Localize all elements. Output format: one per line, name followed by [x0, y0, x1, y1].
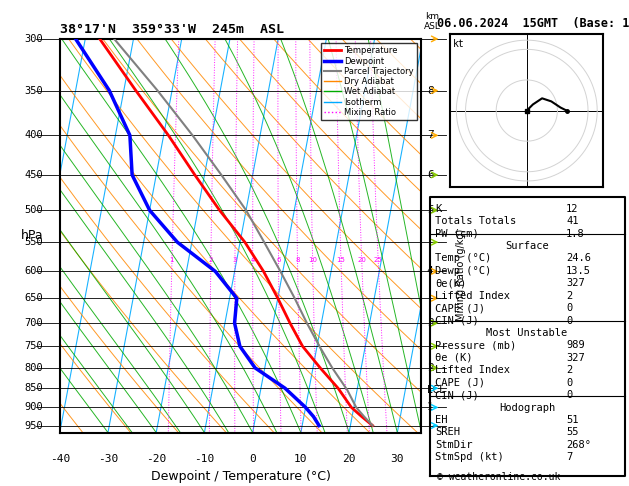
- Text: Mixing Ratio (g/kg): Mixing Ratio (g/kg): [456, 229, 466, 321]
- Text: 3: 3: [233, 257, 237, 263]
- Text: 13.5: 13.5: [566, 266, 591, 276]
- Text: 25: 25: [374, 257, 382, 263]
- Text: 750: 750: [25, 341, 43, 351]
- Text: LCL: LCL: [427, 385, 445, 395]
- Text: Dewp (°C): Dewp (°C): [435, 266, 492, 276]
- Legend: Temperature, Dewpoint, Parcel Trajectory, Dry Adiabat, Wet Adiabat, Isotherm, Mi: Temperature, Dewpoint, Parcel Trajectory…: [321, 43, 417, 120]
- Text: EH: EH: [435, 415, 448, 425]
- Text: 300: 300: [25, 34, 43, 44]
- Text: kt: kt: [454, 38, 465, 49]
- Text: 850: 850: [25, 383, 43, 393]
- Text: 06.06.2024  15GMT  (Base: 12): 06.06.2024 15GMT (Base: 12): [437, 17, 629, 30]
- Text: 0: 0: [566, 303, 572, 313]
- Text: 400: 400: [25, 130, 43, 140]
- Text: 7: 7: [566, 452, 572, 462]
- Text: 350: 350: [25, 86, 43, 96]
- Text: 450: 450: [25, 170, 43, 180]
- Text: 30: 30: [391, 454, 404, 464]
- Text: PW (cm): PW (cm): [435, 228, 479, 239]
- Text: 2: 2: [209, 257, 213, 263]
- Text: 55: 55: [566, 427, 579, 437]
- Text: 1: 1: [170, 257, 174, 263]
- Text: 51: 51: [566, 415, 579, 425]
- Text: CIN (J): CIN (J): [435, 390, 479, 400]
- Text: 10: 10: [308, 257, 317, 263]
- Text: 800: 800: [25, 363, 43, 373]
- Text: 2: 2: [427, 363, 433, 373]
- Text: CAPE (J): CAPE (J): [435, 303, 486, 313]
- Text: 6: 6: [427, 170, 433, 180]
- Text: CIN (J): CIN (J): [435, 315, 479, 326]
- Text: km
ASL: km ASL: [424, 12, 441, 31]
- Text: hPa: hPa: [21, 229, 44, 242]
- Text: 327: 327: [566, 353, 585, 363]
- Text: 24.6: 24.6: [566, 254, 591, 263]
- Text: 6: 6: [276, 257, 281, 263]
- Text: K: K: [435, 204, 442, 214]
- Text: 268°: 268°: [566, 440, 591, 450]
- Text: 38°17'N  359°33'W  245m  ASL: 38°17'N 359°33'W 245m ASL: [60, 23, 284, 36]
- Text: -30: -30: [98, 454, 118, 464]
- Text: StmDir: StmDir: [435, 440, 473, 450]
- Text: Pressure (mb): Pressure (mb): [435, 340, 516, 350]
- Text: 4: 4: [427, 266, 433, 277]
- Text: 950: 950: [25, 420, 43, 431]
- Text: 2: 2: [566, 291, 572, 301]
- Text: Lifted Index: Lifted Index: [435, 291, 511, 301]
- Text: θe(K): θe(K): [435, 278, 467, 288]
- Text: 10: 10: [294, 454, 308, 464]
- Text: 327: 327: [566, 278, 585, 288]
- Text: 989: 989: [566, 340, 585, 350]
- Text: 900: 900: [25, 402, 43, 413]
- Text: 12: 12: [566, 204, 579, 214]
- Text: Lifted Index: Lifted Index: [435, 365, 511, 375]
- Text: 41: 41: [566, 216, 579, 226]
- Text: 20: 20: [342, 454, 356, 464]
- Text: SREH: SREH: [435, 427, 460, 437]
- Text: Most Unstable: Most Unstable: [486, 328, 568, 338]
- Text: 600: 600: [25, 266, 43, 277]
- Text: 7: 7: [427, 130, 433, 140]
- Text: -20: -20: [146, 454, 166, 464]
- Text: StmSpd (kt): StmSpd (kt): [435, 452, 504, 462]
- Text: -40: -40: [50, 454, 70, 464]
- Text: θe (K): θe (K): [435, 353, 473, 363]
- Text: 4: 4: [250, 257, 255, 263]
- Text: 20: 20: [357, 257, 366, 263]
- Text: 550: 550: [25, 237, 43, 247]
- Text: 700: 700: [25, 318, 43, 328]
- Text: Hodograph: Hodograph: [499, 402, 555, 413]
- Text: CAPE (J): CAPE (J): [435, 378, 486, 388]
- Text: 0: 0: [566, 315, 572, 326]
- Text: 3: 3: [427, 318, 433, 328]
- Text: 500: 500: [25, 205, 43, 215]
- Text: 8: 8: [295, 257, 300, 263]
- Text: 0: 0: [566, 378, 572, 388]
- Text: 8: 8: [427, 86, 433, 96]
- Text: © weatheronline.co.uk: © weatheronline.co.uk: [437, 472, 560, 482]
- Text: Totals Totals: Totals Totals: [435, 216, 516, 226]
- Text: 2: 2: [566, 365, 572, 375]
- Text: 1.8: 1.8: [566, 228, 585, 239]
- Text: Temp (°C): Temp (°C): [435, 254, 492, 263]
- Text: Dewpoint / Temperature (°C): Dewpoint / Temperature (°C): [151, 470, 330, 483]
- Text: -10: -10: [194, 454, 214, 464]
- Text: 1: 1: [427, 402, 433, 413]
- Text: 0: 0: [566, 390, 572, 400]
- Text: 5: 5: [427, 205, 433, 215]
- Text: 0: 0: [249, 454, 256, 464]
- Text: 15: 15: [337, 257, 345, 263]
- Text: Surface: Surface: [505, 241, 549, 251]
- Text: 650: 650: [25, 293, 43, 303]
